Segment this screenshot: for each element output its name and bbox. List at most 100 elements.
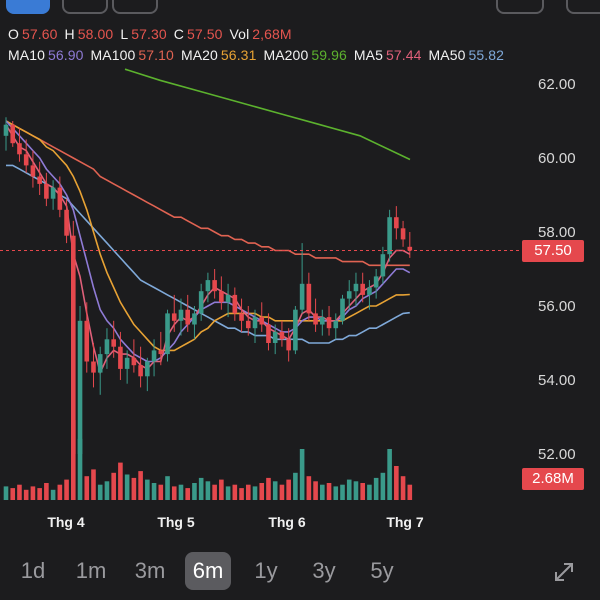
- volume-bar: [266, 477, 271, 500]
- moving-average-lines: [5, 68, 411, 375]
- candle-body: [71, 235, 76, 454]
- x-axis: Thg 4 Thg 5 Thg 6 Thg 7: [47, 514, 424, 530]
- ma100-line: [5, 120, 410, 267]
- volume-bar: [252, 486, 258, 500]
- candle-body: [394, 217, 399, 229]
- volume-bar: [353, 481, 359, 500]
- volume-bar: [145, 479, 150, 500]
- candle: [353, 272, 359, 306]
- candle-body: [259, 317, 265, 325]
- compare-button[interactable]: [62, 0, 108, 14]
- volume-bar: [313, 481, 318, 500]
- volume-bar: [373, 477, 379, 500]
- candle: [293, 306, 298, 355]
- y-tick-label: 58.00: [538, 224, 576, 241]
- volume-bar: [185, 488, 191, 500]
- symbol-button[interactable]: [6, 0, 50, 14]
- candle-body: [84, 320, 90, 362]
- volume-bar: [178, 484, 184, 500]
- range-1d[interactable]: 1d: [20, 558, 46, 583]
- candle: [205, 272, 211, 303]
- candle: [373, 269, 379, 299]
- volume-bar: [77, 438, 83, 500]
- expand-icon[interactable]: [552, 560, 576, 584]
- ma100-value: 57.10: [138, 47, 174, 63]
- candle-body: [10, 124, 16, 144]
- volume-bar: [3, 486, 9, 500]
- volume-bar: [387, 449, 392, 500]
- candle-body: [333, 320, 339, 329]
- volume-bar: [171, 486, 177, 500]
- range-3y[interactable]: 3y: [312, 558, 336, 583]
- candle: [259, 302, 265, 332]
- ma50-label: MA50: [428, 47, 466, 63]
- candle: [91, 343, 96, 388]
- range-1m[interactable]: 1m: [75, 558, 107, 583]
- interval-button[interactable]: [112, 0, 158, 14]
- candle: [84, 302, 90, 373]
- candle: [185, 294, 191, 332]
- candle-body: [387, 217, 392, 255]
- volume-bar: [326, 483, 332, 500]
- candle: [192, 306, 197, 340]
- open-value: 57.60: [22, 26, 58, 42]
- volume-bar: [23, 489, 29, 500]
- candlesticks: [3, 117, 413, 469]
- candle: [3, 117, 9, 151]
- volume-bar: [212, 484, 217, 500]
- range-6m[interactable]: 6m: [185, 552, 231, 590]
- settings-button[interactable]: [566, 0, 600, 14]
- last-price-tag: 57.50: [522, 240, 584, 262]
- volume-bar: [30, 486, 36, 500]
- volume-bar: [37, 488, 42, 500]
- candle-body: [400, 228, 406, 240]
- candle: [394, 206, 399, 240]
- candle-body: [131, 357, 137, 366]
- ma50-line: [6, 164, 410, 344]
- candle-body: [340, 298, 345, 321]
- candle-body: [373, 276, 379, 288]
- high-label: H: [64, 26, 75, 42]
- y-tick-label: 60.00: [538, 150, 576, 167]
- volume-bar: [320, 484, 325, 500]
- volume-value: 2,68M: [252, 26, 292, 42]
- indicators-button[interactable]: [496, 0, 544, 14]
- volume-bar: [10, 488, 16, 500]
- candle: [245, 306, 251, 336]
- candle-body: [225, 294, 231, 303]
- close-value: 57.50: [186, 26, 223, 42]
- candle-body: [192, 313, 197, 325]
- range-5y[interactable]: 5y: [370, 558, 394, 583]
- candle: [131, 339, 137, 373]
- candle-body: [212, 280, 217, 292]
- volume-bar: [367, 484, 372, 500]
- candle: [306, 272, 312, 321]
- x-tick-label: Thg 4: [47, 514, 85, 530]
- candle: [44, 172, 49, 207]
- candle: [387, 209, 392, 262]
- candle-body: [306, 283, 312, 314]
- candle-body: [299, 283, 305, 310]
- candle-body: [198, 291, 204, 314]
- candle: [64, 198, 69, 244]
- range-3m[interactable]: 3m: [134, 558, 166, 583]
- candle-body: [239, 313, 244, 321]
- candle: [57, 176, 63, 218]
- volume-bar: [346, 479, 352, 500]
- candle-body: [138, 365, 143, 377]
- ma200-value: 59.96: [311, 47, 347, 63]
- candle-body: [171, 313, 177, 321]
- range-1y[interactable]: 1y: [254, 558, 278, 583]
- volume-bar: [394, 466, 399, 500]
- candle-body: [360, 283, 365, 295]
- candle-body: [64, 209, 69, 236]
- volume-bar: [57, 484, 63, 500]
- candle-body: [185, 309, 191, 325]
- candle: [10, 121, 16, 147]
- y-tick-label: 52.00: [538, 446, 576, 463]
- candle-body: [178, 309, 184, 321]
- volume-bar: [407, 484, 413, 500]
- candle-body: [111, 339, 116, 347]
- candle-body: [272, 331, 278, 343]
